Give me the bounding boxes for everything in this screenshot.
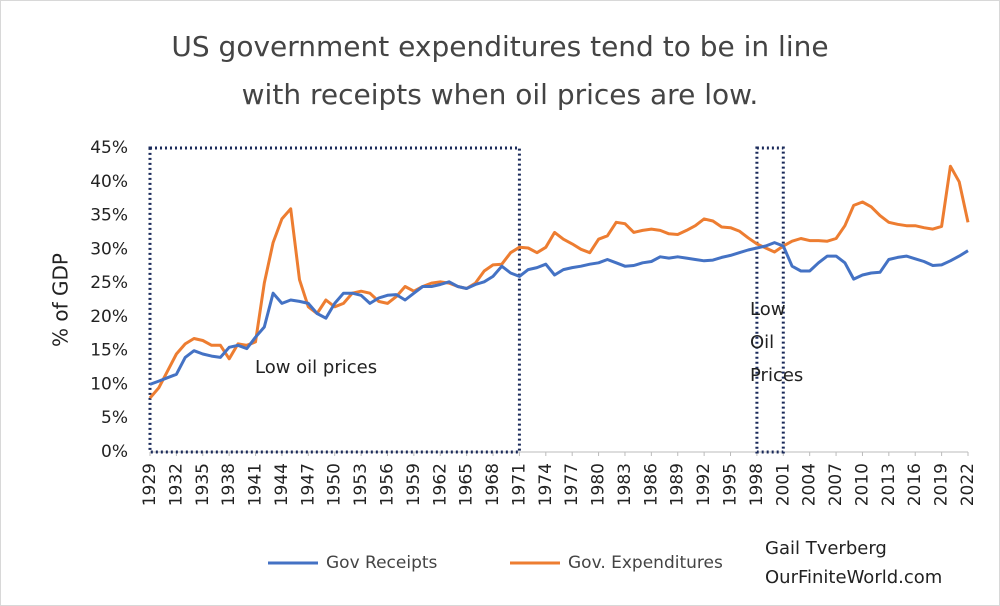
x-tick-label: 1932 bbox=[166, 463, 186, 506]
y-tick-label: 40% bbox=[90, 172, 128, 192]
annotation: Low oil prices bbox=[255, 357, 377, 378]
x-tick-label: 1944 bbox=[272, 463, 292, 506]
y-tick-label: 0% bbox=[101, 442, 128, 462]
x-tick-label: 2001 bbox=[773, 463, 793, 506]
x-tick-label: 1986 bbox=[641, 463, 661, 506]
credit: OurFiniteWorld.com bbox=[765, 567, 942, 588]
y-tick-label: 20% bbox=[90, 307, 128, 327]
y-tick-label: 30% bbox=[90, 239, 128, 259]
y-tick-label: 25% bbox=[90, 273, 128, 293]
annotation: Oil bbox=[750, 332, 774, 353]
legend-label: Gov. Expenditures bbox=[568, 553, 723, 573]
y-tick-label: 35% bbox=[90, 206, 128, 226]
x-tick-label: 1977 bbox=[562, 463, 582, 506]
x-tick-label: 1965 bbox=[457, 463, 477, 506]
y-tick-label: 15% bbox=[90, 341, 128, 361]
x-tick-label: 1950 bbox=[325, 463, 345, 506]
x-tick-label: 1959 bbox=[404, 463, 424, 506]
y-tick-label: 5% bbox=[101, 408, 128, 428]
x-tick-label: 1980 bbox=[589, 463, 609, 506]
x-tick-label: 1938 bbox=[219, 463, 239, 506]
annotation: Prices bbox=[750, 365, 803, 386]
x-tick-label: 1995 bbox=[721, 463, 741, 506]
x-tick-label: 1962 bbox=[430, 463, 450, 506]
x-tick-label: 2007 bbox=[826, 463, 846, 506]
x-tick-label: 1947 bbox=[298, 463, 318, 506]
x-tick-label: 1998 bbox=[747, 463, 767, 506]
legend-label: Gov Receipts bbox=[326, 553, 438, 573]
x-tick-label: 1992 bbox=[694, 463, 714, 506]
x-tick-label: 1968 bbox=[483, 463, 503, 506]
x-tick-label: 2022 bbox=[958, 463, 978, 506]
chart-title: with receipts when oil prices are low. bbox=[242, 78, 759, 111]
y-axis-label: % of GDP bbox=[49, 253, 73, 347]
annotation: Low bbox=[750, 299, 785, 320]
x-tick-label: 2010 bbox=[852, 463, 872, 506]
x-tick-label: 2016 bbox=[905, 463, 925, 506]
x-tick-label: 1971 bbox=[509, 463, 529, 506]
highlight-box bbox=[148, 146, 521, 454]
x-tick-label: 1989 bbox=[668, 463, 688, 506]
x-tick-label: 1929 bbox=[140, 463, 160, 506]
y-tick-label: 10% bbox=[90, 374, 128, 394]
y-tick-label: 45% bbox=[90, 138, 128, 158]
x-tick-label: 1941 bbox=[246, 463, 266, 506]
x-tick-label: 1953 bbox=[351, 463, 371, 506]
x-tick-label: 2019 bbox=[932, 463, 952, 506]
series-line bbox=[149, 241, 969, 386]
x-tick-label: 2004 bbox=[800, 463, 820, 506]
chart-title: US government expenditures tend to be in… bbox=[171, 30, 828, 63]
x-tick-label: 2013 bbox=[879, 463, 899, 506]
credit: Gail Tverberg bbox=[765, 538, 887, 559]
x-tick-label: 1983 bbox=[615, 463, 635, 506]
x-tick-label: 1974 bbox=[536, 463, 556, 506]
series-line bbox=[148, 164, 970, 399]
x-tick-label: 1956 bbox=[377, 463, 397, 506]
x-tick-label: 1935 bbox=[193, 463, 213, 506]
